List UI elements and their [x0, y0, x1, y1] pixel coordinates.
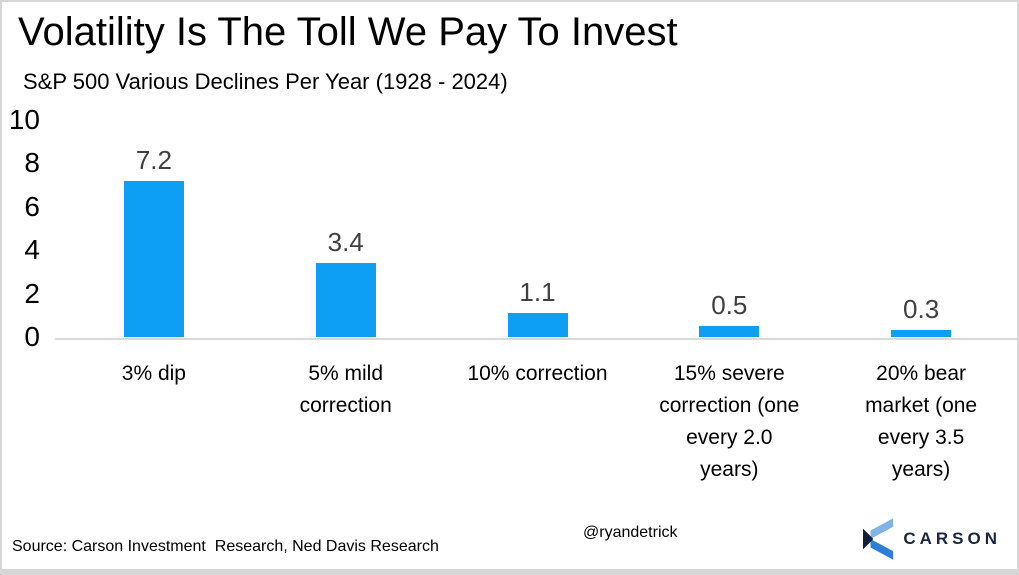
- x-axis-category-label: 20% bear market (one every 3.5 years): [865, 362, 978, 481]
- source-note: Source: Carson Investment Research, Ned …: [12, 538, 439, 555]
- author-handle: @ryandetrick: [583, 524, 678, 541]
- bar-3: [507, 313, 568, 337]
- y-axis-tick-label: 8: [24, 147, 40, 179]
- bar-value-label: 0.5: [711, 290, 748, 321]
- bar-value-label: 3.4: [327, 227, 364, 258]
- carson-logo-text: CARSON: [903, 529, 1001, 548]
- bar-value-label: 1.1: [519, 277, 556, 308]
- y-axis-tick-label: 0: [24, 321, 40, 352]
- bar-4: [699, 326, 760, 337]
- bar-5: [891, 330, 952, 337]
- y-axis-tick-label: 10: [8, 104, 40, 135]
- x-axis-category-label: 15% severe correction (one every 2.0 yea…: [659, 362, 800, 481]
- x-axis-line: [55, 338, 1017, 340]
- bar-value-label: 0.3: [903, 294, 940, 325]
- carson-logo: CARSON: [863, 518, 1001, 560]
- page-title: Volatility Is The Toll We Pay To Invest: [18, 10, 678, 54]
- x-axis-category-label: 10% correction: [467, 362, 608, 385]
- y-axis-tick-label: 4: [24, 234, 40, 266]
- y-axis-tick-label: 2: [24, 277, 40, 309]
- bar-2: [315, 263, 376, 337]
- x-axis-category-label: 3% dip: [121, 362, 186, 385]
- y-axis-tick-label: 6: [24, 190, 40, 222]
- chart-subtitle: S&P 500 Various Declines Per Year (1928 …: [23, 69, 508, 94]
- bar-1: [123, 180, 184, 337]
- bar-value-label: 7.2: [135, 144, 172, 175]
- x-axis-category-label: 5% mild correction: [299, 362, 392, 417]
- carson-chevron-icon: [863, 518, 894, 560]
